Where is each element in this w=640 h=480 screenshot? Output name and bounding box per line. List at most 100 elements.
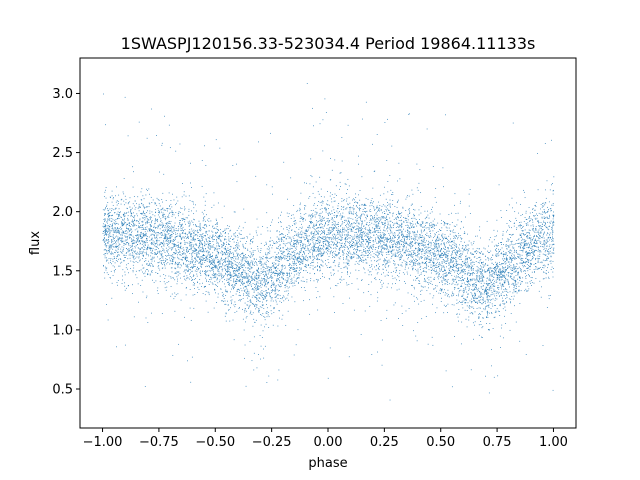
data-point	[142, 195, 144, 197]
data-point	[245, 261, 246, 263]
data-point	[281, 240, 282, 242]
data-point	[507, 274, 509, 276]
data-point	[332, 219, 334, 221]
data-point	[207, 291, 209, 293]
data-point	[128, 211, 130, 213]
data-point	[370, 232, 372, 234]
data-point	[328, 262, 330, 264]
data-point	[468, 256, 470, 258]
data-point	[332, 254, 333, 256]
data-point	[442, 167, 444, 169]
data-point	[358, 163, 359, 165]
data-point	[334, 212, 336, 214]
data-point	[113, 256, 115, 257]
data-point	[452, 278, 454, 280]
data-point	[412, 268, 413, 270]
data-point	[487, 270, 489, 271]
data-point	[318, 253, 320, 255]
data-point	[327, 218, 329, 220]
data-point	[258, 250, 259, 252]
data-point	[552, 260, 554, 262]
data-point	[301, 259, 303, 260]
data-point	[179, 233, 181, 235]
data-point	[403, 252, 405, 254]
data-point	[142, 291, 144, 293]
data-point	[551, 266, 553, 268]
data-point	[197, 240, 199, 241]
data-point	[280, 284, 282, 285]
data-point	[549, 253, 551, 255]
data-point	[536, 268, 538, 270]
data-point	[537, 261, 539, 263]
data-point	[503, 261, 505, 263]
data-point	[258, 293, 260, 295]
data-point	[220, 272, 222, 274]
data-point	[494, 285, 496, 287]
data-point	[118, 215, 119, 217]
data-point	[449, 241, 451, 243]
data-point	[214, 227, 216, 229]
data-point	[244, 310, 246, 311]
data-point	[474, 288, 476, 290]
data-point	[221, 245, 223, 247]
data-point	[361, 226, 362, 228]
data-point	[288, 225, 290, 227]
data-point	[265, 282, 266, 284]
data-point	[297, 329, 299, 331]
data-point	[406, 255, 407, 257]
data-point	[239, 263, 241, 265]
data-point	[183, 256, 185, 258]
data-point	[179, 251, 181, 253]
data-point	[517, 272, 519, 274]
data-point	[422, 223, 424, 224]
data-point	[370, 254, 372, 256]
data-point	[213, 271, 215, 273]
data-point	[126, 239, 128, 241]
data-point	[214, 274, 216, 275]
data-point	[161, 198, 163, 200]
data-point	[115, 232, 117, 234]
data-point	[442, 291, 444, 293]
data-point	[205, 271, 206, 273]
data-point	[458, 267, 460, 269]
data-point	[243, 258, 245, 260]
data-point	[412, 262, 414, 264]
data-point	[112, 225, 113, 227]
data-point	[501, 247, 503, 249]
data-point	[222, 235, 223, 237]
data-point	[470, 252, 472, 254]
data-point	[503, 259, 505, 261]
data-point	[499, 335, 501, 337]
data-point	[381, 235, 382, 237]
data-point	[272, 245, 273, 247]
data-point	[214, 273, 216, 275]
data-point	[300, 258, 302, 260]
data-point	[433, 278, 434, 280]
data-point	[543, 237, 545, 239]
data-point	[132, 270, 134, 271]
data-point	[514, 258, 516, 260]
data-point	[260, 261, 262, 263]
data-point	[114, 238, 115, 239]
data-point	[263, 316, 265, 317]
data-point	[247, 284, 249, 286]
data-point	[383, 227, 385, 229]
data-point	[267, 266, 269, 268]
data-point	[246, 261, 248, 262]
data-point	[343, 257, 344, 259]
data-point	[366, 224, 368, 226]
data-point	[473, 300, 475, 301]
data-point	[149, 193, 150, 195]
data-point	[221, 246, 223, 248]
data-point	[289, 267, 291, 268]
data-point	[144, 235, 145, 237]
data-point	[359, 210, 361, 212]
data-point	[401, 232, 403, 234]
data-point	[443, 224, 445, 226]
data-point	[315, 287, 317, 288]
data-point	[461, 295, 462, 297]
data-point	[167, 210, 168, 212]
data-point	[184, 241, 186, 243]
data-point	[180, 225, 182, 227]
data-point	[254, 283, 256, 285]
